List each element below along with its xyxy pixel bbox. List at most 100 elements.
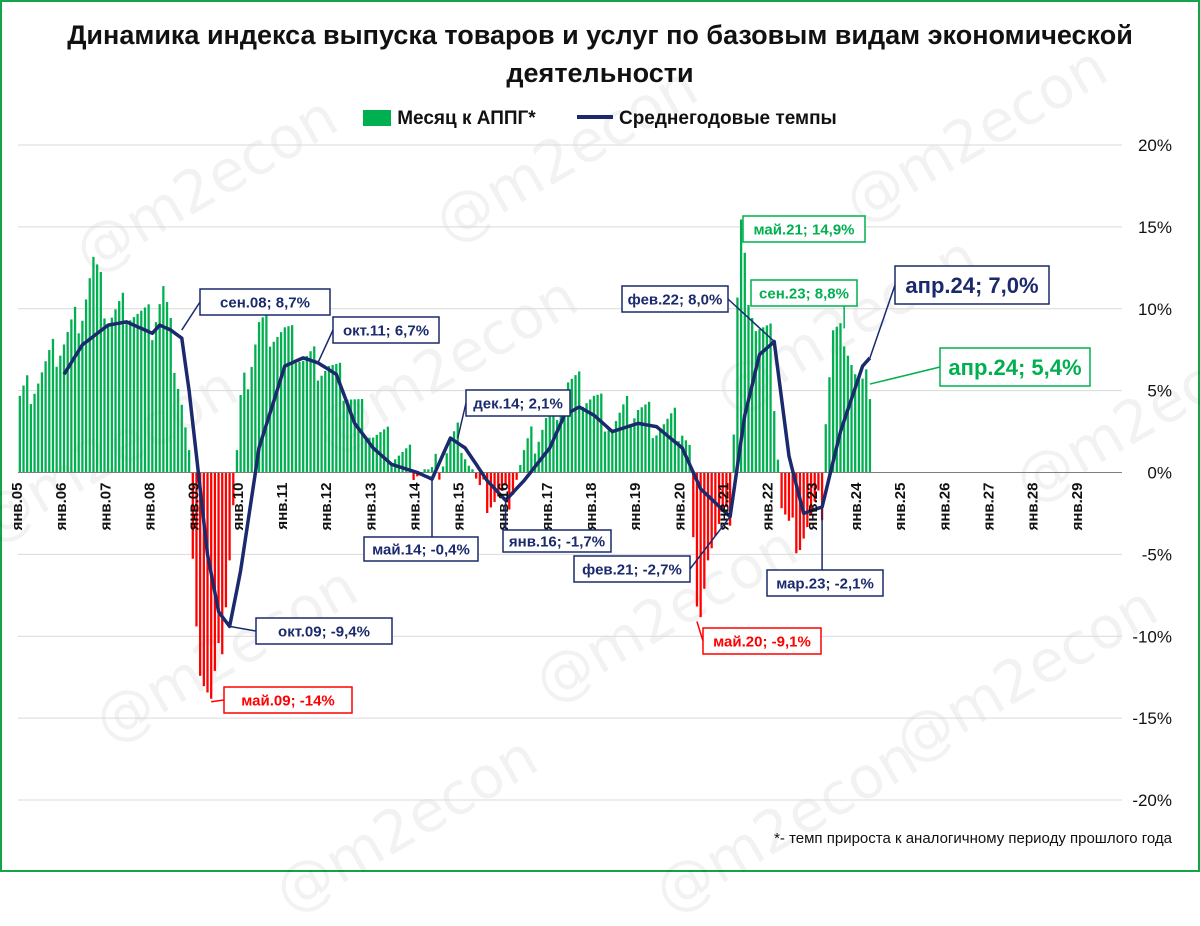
bar: [773, 411, 775, 472]
bar: [843, 346, 845, 472]
bar: [265, 312, 267, 472]
bar: [692, 473, 694, 538]
y-tick-label: 5%: [1147, 382, 1172, 401]
y-tick-label: -10%: [1132, 627, 1172, 646]
x-tick-label: янв.26: [936, 483, 953, 531]
callout-leader: [458, 403, 466, 438]
x-tick-label: янв.19: [627, 483, 644, 531]
bar: [460, 453, 462, 473]
callout-label: май.09; -14%: [241, 692, 335, 709]
bar: [387, 427, 389, 473]
callout-label: дек.14; 2,1%: [473, 395, 563, 412]
y-tick-label: -20%: [1132, 791, 1172, 810]
bar: [383, 429, 385, 472]
bar: [55, 367, 57, 473]
bar: [173, 373, 175, 473]
bar: [637, 410, 639, 472]
bar: [747, 305, 749, 473]
bar: [527, 438, 529, 472]
bar: [357, 399, 359, 472]
bar: [291, 325, 293, 472]
bar: [523, 450, 525, 472]
bar: [398, 456, 400, 473]
x-tick-label: янв.24: [848, 482, 865, 531]
bar: [295, 363, 297, 472]
callout-label: сен.08; 8,7%: [220, 294, 310, 311]
bar: [262, 317, 264, 472]
bar: [320, 376, 322, 473]
bar: [571, 379, 573, 473]
bar: [184, 427, 186, 472]
x-tick-label: янв.23: [804, 483, 821, 531]
bar: [59, 356, 61, 473]
bar: [780, 473, 782, 509]
callout-label: окт.11; 6,7%: [343, 322, 429, 339]
callout-leader: [230, 626, 256, 631]
bar: [619, 413, 621, 473]
bar: [828, 377, 830, 472]
bar: [48, 350, 50, 472]
bar: [188, 450, 190, 472]
bar: [696, 473, 698, 607]
bar: [515, 473, 517, 480]
bar: [711, 473, 713, 549]
bar: [431, 467, 433, 472]
bar: [652, 438, 654, 472]
bar: [788, 473, 790, 521]
x-tick-label: янв.06: [53, 483, 70, 531]
bar: [85, 299, 87, 472]
bar: [479, 473, 481, 486]
callout-leader: [870, 367, 940, 384]
bar: [19, 396, 21, 473]
bar: [641, 407, 643, 472]
callout-label: апр.24; 7,0%: [905, 273, 1038, 298]
bar: [44, 361, 46, 472]
bar: [214, 473, 216, 671]
bar: [114, 309, 116, 472]
callout-label: мар.23; -2,1%: [776, 575, 874, 592]
bar: [442, 466, 444, 472]
bar: [63, 345, 65, 473]
bar: [170, 318, 172, 473]
bar: [284, 327, 286, 472]
bar: [644, 405, 646, 473]
bar: [324, 371, 326, 473]
bar: [236, 450, 238, 472]
bar: [177, 389, 179, 473]
x-tick-label: янв.17: [539, 483, 556, 531]
bar: [861, 379, 863, 473]
y-tick-label: -15%: [1132, 709, 1172, 728]
bar: [446, 453, 448, 472]
x-tick-label: янв.08: [141, 483, 158, 531]
y-tick-label: -5%: [1142, 545, 1172, 564]
bar: [67, 332, 69, 473]
y-tick-label: 15%: [1138, 218, 1172, 237]
bar: [475, 473, 477, 479]
callout-label: сен.23; 8,8%: [759, 285, 849, 302]
bar: [100, 272, 102, 473]
bar: [313, 346, 315, 472]
callout-label: фев.21; -2,7%: [582, 561, 682, 578]
bar: [140, 311, 142, 473]
callout-leader: [318, 330, 333, 363]
bar: [600, 394, 602, 473]
bar: [354, 399, 356, 472]
callout-label: апр.24; 5,4%: [948, 355, 1081, 380]
bar: [287, 326, 289, 472]
bar: [365, 438, 367, 473]
bar: [129, 320, 131, 472]
bar: [107, 326, 109, 473]
bar: [519, 465, 521, 473]
bar: [92, 257, 94, 473]
bar: [331, 365, 333, 473]
bar: [343, 401, 345, 473]
callout-label: окт.09; -9,4%: [278, 623, 370, 640]
x-tick-label: янв.12: [318, 483, 335, 531]
bar: [33, 394, 35, 473]
bar: [133, 317, 135, 472]
bar: [681, 436, 683, 473]
bar: [666, 419, 668, 473]
bar: [449, 440, 451, 472]
bar: [589, 399, 591, 472]
bar: [74, 307, 76, 473]
